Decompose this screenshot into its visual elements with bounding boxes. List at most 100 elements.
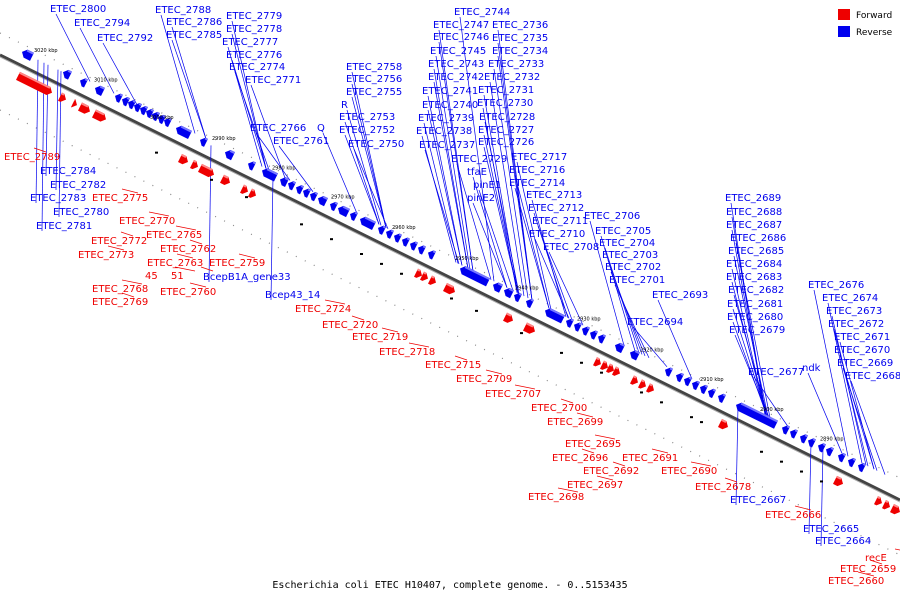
- reverse-label-leader: [850, 380, 886, 475]
- gene-shape: [646, 383, 655, 393]
- gene-shape: [329, 201, 338, 212]
- reverse-gene-block: [589, 330, 598, 340]
- forward-label-leader: [121, 279, 143, 285]
- forward-gene-block: [92, 109, 107, 122]
- gene-shape: [691, 380, 700, 391]
- gene-marker: [475, 309, 478, 312]
- reverse-label-leader: [427, 109, 463, 266]
- gene-shade: [464, 266, 490, 281]
- reverse-gene-label: R: [341, 100, 348, 111]
- gene-shade: [530, 298, 534, 302]
- gene-shade: [786, 425, 790, 429]
- gene-shade: [417, 268, 421, 272]
- gene-shade: [201, 163, 213, 171]
- forward-gene-block: [606, 363, 615, 373]
- gene-shade: [61, 92, 65, 96]
- gene-shade: [243, 184, 247, 188]
- gene-shape: [492, 282, 503, 293]
- reverse-gene-block: [287, 181, 296, 191]
- gene-marker: [640, 391, 643, 394]
- reverse-gene-block: [691, 380, 700, 391]
- reverse-gene-block: [837, 453, 846, 463]
- gene-shape: [58, 92, 67, 102]
- gene-shade: [156, 111, 160, 115]
- reverse-label-leader: [516, 161, 552, 310]
- reverse-gene-label: ETEC_2776: [226, 50, 282, 61]
- gene-shape: [21, 49, 34, 61]
- reverse-label-leader: [813, 289, 849, 457]
- gene-shade: [615, 366, 619, 370]
- reverse-label-leader: [472, 202, 508, 288]
- reverse-gene-block: [492, 282, 503, 293]
- gene-shade: [721, 418, 727, 423]
- reverse-label-leader: [472, 176, 508, 288]
- gene-shade: [398, 233, 402, 237]
- reverse-gene-label: ETEC_2778: [226, 24, 282, 35]
- reverse-gene-block: [735, 402, 778, 429]
- gene-shade: [364, 216, 376, 224]
- reverse-gene-block: [683, 376, 692, 387]
- gene-shade: [506, 312, 512, 317]
- reverse-gene-label: tfaE: [467, 167, 487, 178]
- gene-shape: [807, 438, 816, 448]
- reverse-label-leader: [483, 134, 519, 294]
- gene-shade: [578, 322, 582, 326]
- gene-shape: [735, 402, 778, 429]
- forward-label-leader: [557, 487, 579, 493]
- reverse-gene-block: [789, 429, 798, 439]
- gene-shade: [804, 434, 808, 438]
- forward-gene-block: [630, 375, 639, 385]
- forward-gene-label: 45: [145, 271, 158, 282]
- reverse-gene-label: ETEC_2713: [526, 190, 582, 201]
- forward-gene-block: [523, 322, 536, 334]
- forward-gene-block: [890, 504, 900, 515]
- reverse-gene-label: ETEC_2758: [346, 62, 402, 73]
- reverse-gene-block: [629, 350, 640, 361]
- reverse-gene-label: ETEC_2673: [826, 306, 882, 317]
- gene-shape: [248, 188, 257, 198]
- gene-marker: [580, 361, 583, 364]
- gene-shape: [409, 241, 418, 251]
- forward-gene-label: ETEC_2775: [92, 193, 148, 204]
- reverse-gene-label: ETEC_2747: [433, 20, 489, 31]
- gene-shade: [307, 188, 311, 192]
- forward-gene-label: ETEC_2695: [565, 439, 621, 450]
- reverse-gene-block: [825, 447, 834, 457]
- gene-shade: [603, 360, 607, 364]
- reverse-label-leader: [433, 68, 469, 269]
- gene-shape: [513, 292, 522, 303]
- reverse-gene-block: [799, 434, 808, 444]
- reverse-label-leader: [827, 302, 863, 464]
- gene-marker: [155, 151, 158, 154]
- forward-gene-label: ETEC_2715: [425, 360, 481, 371]
- reverse-gene-label: ETEC_2781: [36, 221, 92, 232]
- reverse-label-leader: [734, 334, 770, 418]
- genome-backbone-highlight: [0, 56, 900, 503]
- gene-shape: [847, 458, 856, 468]
- forward-gene-block: [503, 312, 514, 323]
- reverse-label-leader: [534, 238, 570, 319]
- reverse-gene-label: ETEC_2735: [492, 33, 548, 44]
- forward-gene-block: [198, 163, 215, 178]
- reverse-gene-block: [309, 192, 318, 202]
- reverse-gene-block: [21, 49, 34, 61]
- reverse-label-leader: [171, 26, 207, 139]
- reverse-gene-block: [707, 388, 716, 399]
- forward-label-leader: [408, 342, 430, 348]
- reverse-gene-label: ETEC_2710: [529, 229, 585, 240]
- reverse-gene-label: ETEC_2731: [478, 85, 534, 96]
- reverse-gene-label: ETEC_2694: [627, 317, 683, 328]
- gene-shape: [675, 372, 684, 383]
- gene-shade: [81, 102, 89, 108]
- reverse-gene-label: ETEC_2726: [478, 137, 534, 148]
- gene-shade: [266, 168, 278, 176]
- kbp-tick-label: 2990 kbp: [212, 136, 236, 142]
- gene-shade: [586, 326, 590, 330]
- gene-shade: [150, 108, 154, 112]
- forward-label-leader: [724, 477, 738, 483]
- forward-gene-label: ETEC_2696: [552, 453, 608, 464]
- reverse-label-leader: [208, 145, 212, 283]
- reverse-gene-label: ETEC_2755: [346, 87, 402, 98]
- gene-shade: [680, 372, 684, 376]
- gene-shade: [649, 383, 653, 387]
